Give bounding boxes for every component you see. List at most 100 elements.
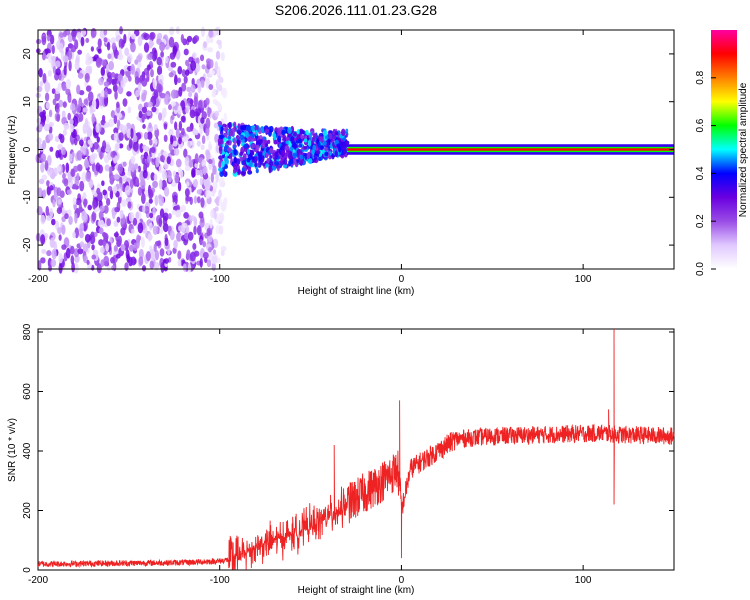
spectrogram-cell xyxy=(186,86,192,93)
colorbar-tick-label: 0.2 xyxy=(695,214,706,228)
spectrogram-cell xyxy=(61,224,66,235)
spectrogram-cell xyxy=(40,214,46,225)
spectrogram-cell xyxy=(184,232,190,240)
spectrogram-cell xyxy=(169,230,175,241)
spectrogram-cell xyxy=(97,48,102,54)
spectrogram-cell xyxy=(200,197,205,208)
spectrogram-cell xyxy=(85,148,89,157)
spectrogram-cell xyxy=(106,264,111,272)
spectrogram-cell xyxy=(65,247,71,259)
spectrogram-cell xyxy=(197,82,202,94)
spectrogram-cell xyxy=(331,153,335,160)
spectrogram-cell xyxy=(170,61,177,68)
spectrogram-cell xyxy=(193,195,198,204)
spectrogram-cell xyxy=(199,54,205,62)
spectrogram-cell xyxy=(154,195,159,206)
spectrogram-cell xyxy=(175,158,182,168)
spectrogram-cell xyxy=(218,167,223,172)
spectrogram-cell xyxy=(207,47,214,53)
spectrogram-cell xyxy=(76,150,83,161)
spectrogram-cell xyxy=(54,135,60,143)
spectrogram-cell xyxy=(251,125,255,131)
spectrogram-cell xyxy=(57,82,62,91)
spectrogram-cell xyxy=(48,121,54,128)
spectrogram-cell xyxy=(200,117,205,124)
spectrogram-cell xyxy=(152,180,158,189)
spectrogram-cell xyxy=(141,106,148,114)
spectrogram-cell xyxy=(218,198,223,207)
spectrogram-cell xyxy=(100,66,106,76)
spectrogram-cell xyxy=(280,149,286,156)
spectrogram-cell xyxy=(128,211,134,222)
spectrogram-cell xyxy=(111,265,116,271)
spectrogram-cell xyxy=(103,37,108,43)
spectrogram-cell xyxy=(106,71,112,79)
spectrogram-cell xyxy=(35,38,42,45)
spectrogram-cell xyxy=(137,35,143,47)
spectrogram-cell xyxy=(218,161,222,169)
spectrogram-cell xyxy=(196,189,203,195)
spectrogram-cell xyxy=(161,169,167,181)
spectrogram-cell xyxy=(164,94,171,105)
spectrogram-cell xyxy=(181,82,187,92)
spectrogram-cell xyxy=(215,50,221,60)
spectrogram-cell xyxy=(61,82,67,92)
spectrogram-cell xyxy=(156,83,162,93)
spectrogram-cell xyxy=(63,178,69,187)
spectrogram-cell xyxy=(48,133,54,141)
spectrogram-cell xyxy=(106,198,111,206)
spectrogram-cell xyxy=(90,46,95,52)
spectrogram-cell xyxy=(104,88,108,99)
spectrogram-cell xyxy=(160,50,165,58)
spectrogram-cell xyxy=(127,53,133,63)
spectrogram-cell xyxy=(82,192,87,200)
spectrogram-cell xyxy=(58,252,63,264)
spectrogram-cell xyxy=(334,150,339,158)
spectrogram-cell xyxy=(168,142,173,152)
spectrogram-cell xyxy=(127,106,132,114)
spectrogram-cell xyxy=(77,49,83,55)
spectrogram-cell xyxy=(185,107,189,114)
spectrogram-cell xyxy=(85,59,92,66)
spectrogram-cell xyxy=(343,142,348,149)
snr-x-ticks: -200 -100 0 100 xyxy=(28,329,592,586)
spectrogram-cell xyxy=(170,114,175,121)
spectrogram-cell xyxy=(198,100,203,109)
spectrogram-cell xyxy=(184,156,190,167)
spectrogram-cell xyxy=(98,227,104,235)
snr-y-tick-label: 0 xyxy=(22,567,33,573)
spectrogram-cell xyxy=(116,216,121,223)
spectrogram-cell xyxy=(127,171,132,177)
spectrogram-cell xyxy=(153,89,159,99)
spectrogram-cell xyxy=(49,34,55,45)
spectrogram-cell xyxy=(49,207,54,219)
spectrogram-cell xyxy=(223,112,228,124)
spectrogram-cell xyxy=(182,263,187,272)
spectrogram-cell xyxy=(185,225,190,235)
spectrogram-cell xyxy=(95,57,102,68)
spectrogram-cell xyxy=(288,141,292,148)
spectrogram-cell xyxy=(87,139,92,145)
spectrogram-cell xyxy=(206,227,211,237)
spectrogram-cell xyxy=(51,218,56,226)
spectrogram-cell xyxy=(49,237,55,249)
spectrogram-cell xyxy=(153,173,158,182)
spectrogram-cell xyxy=(141,92,147,102)
spectrogram-cell xyxy=(41,35,47,46)
spectrogram-cell xyxy=(120,244,126,250)
spectrogram-x-tick-label: -200 xyxy=(28,274,48,285)
spectrogram-cell xyxy=(37,187,43,197)
spectrogram-cell xyxy=(137,165,142,173)
spectrogram-cell xyxy=(85,171,92,182)
spectrogram-cell xyxy=(96,187,101,195)
spectrogram-cell xyxy=(58,234,62,241)
spectrogram-cell xyxy=(290,136,295,144)
spectrogram-cell xyxy=(211,255,218,265)
snr-y-tick-label: 400 xyxy=(22,442,33,459)
spectrogram-cell xyxy=(141,193,146,205)
spectrogram-cell xyxy=(260,125,264,132)
spectrogram-cell xyxy=(214,61,219,72)
spectrogram-cell xyxy=(181,222,186,233)
spectrogram-cell xyxy=(164,237,169,247)
